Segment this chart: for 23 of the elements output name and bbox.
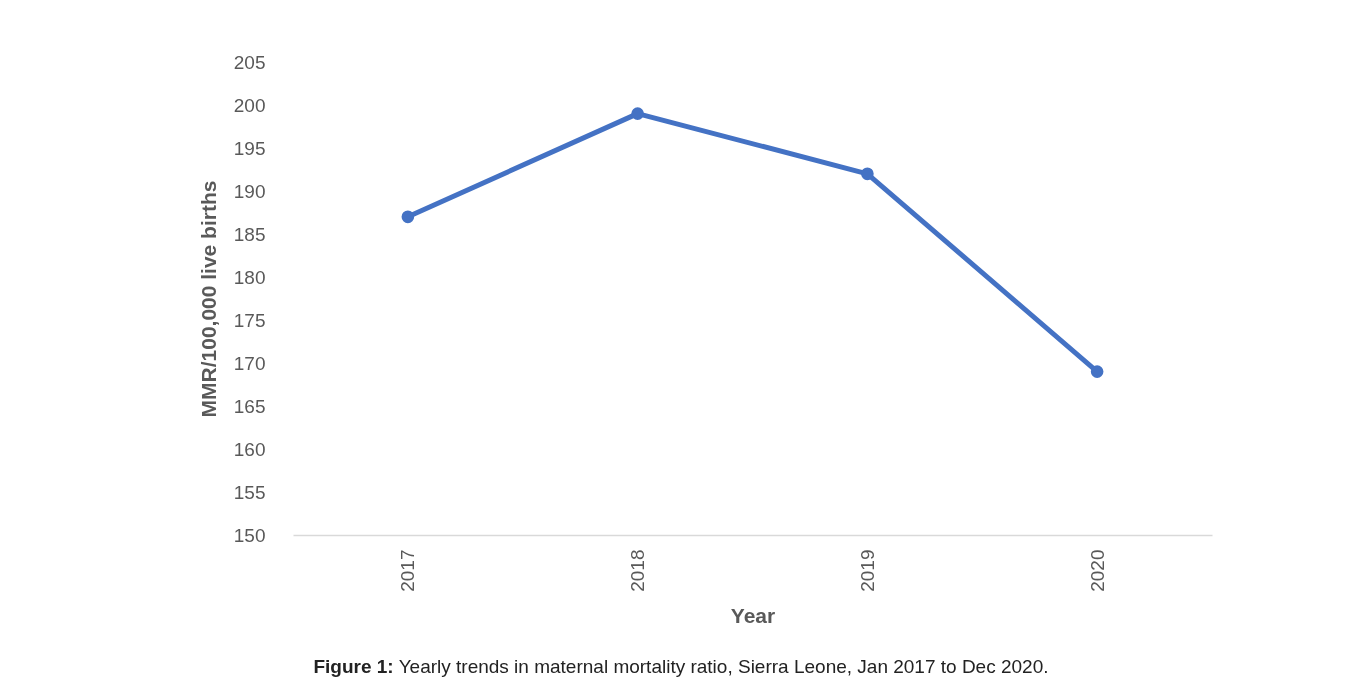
y-tick-label: 200	[233, 94, 266, 116]
x-tick-label: 2020	[1086, 549, 1108, 592]
x-axis-title: Year	[730, 603, 776, 627]
y-tick-label: 155	[233, 481, 266, 503]
point	[631, 107, 644, 120]
point	[861, 167, 874, 181]
y-tick-label: 175	[233, 309, 266, 331]
y-tick-label: 185	[233, 223, 266, 245]
y-tick-label: 170	[233, 352, 266, 374]
y-axis-title: MMR/100,000 live births	[196, 180, 220, 418]
x-tick-label: 2018	[627, 549, 649, 592]
y-tick-label: 195	[233, 137, 266, 159]
point	[401, 210, 415, 224]
x-tick-label: 2017	[397, 549, 419, 592]
caption: Figure 1: Yearly trends in maternal mortality ratio, Sierra Leone, Jan 2017 to Dec 2020.	[312, 656, 1050, 678]
x-tick-label: 2019	[856, 549, 878, 592]
y-tick-label: 160	[233, 438, 266, 460]
y-tick-label: 150	[233, 524, 266, 546]
point	[1090, 365, 1104, 378]
y-tick-label: 165	[233, 395, 266, 417]
y-tick-label: 190	[233, 180, 266, 202]
y-tick-label: 180	[233, 266, 266, 288]
y-tick-label: 205	[233, 51, 266, 73]
